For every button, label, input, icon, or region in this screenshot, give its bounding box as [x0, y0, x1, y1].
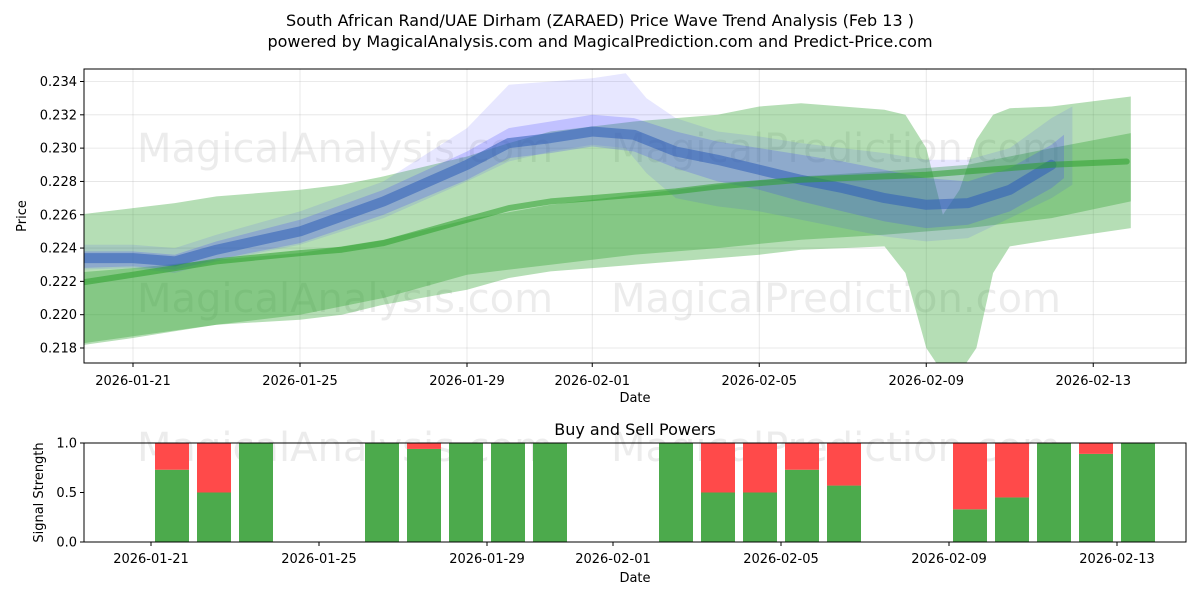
buy-bar — [701, 492, 735, 542]
x-tick-label: 2026-01-25 — [262, 374, 338, 389]
sell-bar — [953, 443, 987, 510]
bars-x-tick-label: 2026-02-13 — [1079, 552, 1155, 567]
buy-bar — [659, 443, 693, 542]
buy-bar — [365, 443, 399, 542]
watermark-analysis: MagicalAnalysis.com — [137, 126, 553, 172]
x-tick-label: 2026-02-13 — [1055, 374, 1131, 389]
y-axis-label: Price — [15, 200, 30, 232]
bars-x-tick-label: 2026-01-21 — [113, 552, 189, 567]
bars-plot-area — [155, 443, 1155, 542]
green-band-inner — [84, 133, 1131, 344]
bars-x-axis-label: Date — [619, 571, 650, 586]
x-tick-label: 2026-01-21 — [95, 374, 171, 389]
bars-y-tick-label: 0.0 — [56, 536, 77, 551]
buy-bar — [827, 485, 861, 542]
blue-band-core — [84, 114, 1064, 270]
y-tick-label: 0.218 — [40, 342, 77, 357]
green-band-outer — [84, 96, 1131, 363]
buy-bar — [1121, 443, 1155, 542]
sell-bar — [995, 443, 1029, 498]
title-line-2: powered by MagicalAnalysis.com and Magic… — [267, 32, 933, 51]
buy-bar — [491, 443, 525, 542]
x-axis-label: Date — [619, 391, 650, 406]
green-trend-line — [84, 158, 1130, 286]
sell-bar — [197, 443, 231, 493]
y-tick-label: 0.224 — [40, 242, 77, 257]
watermark-analysis: MagicalAnalysis.com — [137, 276, 553, 322]
buy-bar — [197, 492, 231, 542]
price-axes-frame — [83, 68, 1187, 364]
buy-bar — [155, 469, 189, 542]
buy-bar — [1079, 453, 1113, 542]
bars-x-tick-label: 2026-02-01 — [575, 552, 651, 567]
bars-y-axis-label: Signal Strength — [32, 442, 47, 542]
y-tick-label: 0.220 — [40, 308, 77, 323]
figure-title: South African Rand/UAE Dirham (ZARAED) P… — [0, 10, 1200, 52]
buy-bar — [1037, 443, 1071, 542]
buy-bar — [743, 492, 777, 542]
sell-bar — [827, 443, 861, 486]
x-tick-label: 2026-02-09 — [888, 374, 964, 389]
bars-y-tick-label: 1.0 — [56, 437, 77, 452]
price-grid — [84, 69, 1186, 363]
buy-bar — [785, 469, 819, 542]
bars-x-tick-label: 2026-02-05 — [743, 552, 819, 567]
y-tick-label: 0.226 — [40, 208, 77, 223]
sell-bar — [1079, 443, 1113, 454]
x-tick-label: 2026-02-05 — [721, 374, 797, 389]
bars-y-tick-label: 0.5 — [56, 486, 77, 501]
y-tick-label: 0.222 — [40, 275, 77, 290]
buy-bar — [449, 443, 483, 542]
buy-bar — [239, 443, 273, 542]
x-tick-label: 2026-01-29 — [429, 374, 505, 389]
bars-x-tick-label: 2026-01-29 — [449, 552, 525, 567]
buy-bar — [533, 443, 567, 542]
sell-bar — [701, 443, 735, 493]
sell-bar — [785, 443, 819, 470]
buy-bar — [407, 448, 441, 542]
blue-center-line — [84, 126, 1057, 267]
bars-title: Buy and Sell Powers — [554, 420, 716, 439]
sell-bar — [407, 443, 441, 449]
title-line-1: South African Rand/UAE Dirham (ZARAED) P… — [286, 11, 914, 30]
y-tick-label: 0.230 — [40, 142, 77, 157]
buy-bar — [995, 497, 1029, 542]
bars-x-tick-label: 2026-02-09 — [911, 552, 987, 567]
bars-x-tick-label: 2026-01-25 — [281, 552, 357, 567]
watermark-prediction: MagicalPrediction.com — [611, 276, 1061, 322]
y-tick-label: 0.234 — [40, 75, 77, 90]
y-tick-label: 0.228 — [40, 175, 77, 190]
buy-bar — [953, 509, 987, 542]
sell-bar — [743, 443, 777, 493]
sell-bar — [155, 443, 189, 470]
y-tick-label: 0.232 — [40, 108, 77, 123]
x-tick-label: 2026-02-01 — [554, 374, 630, 389]
price-plot-area — [84, 73, 1131, 363]
